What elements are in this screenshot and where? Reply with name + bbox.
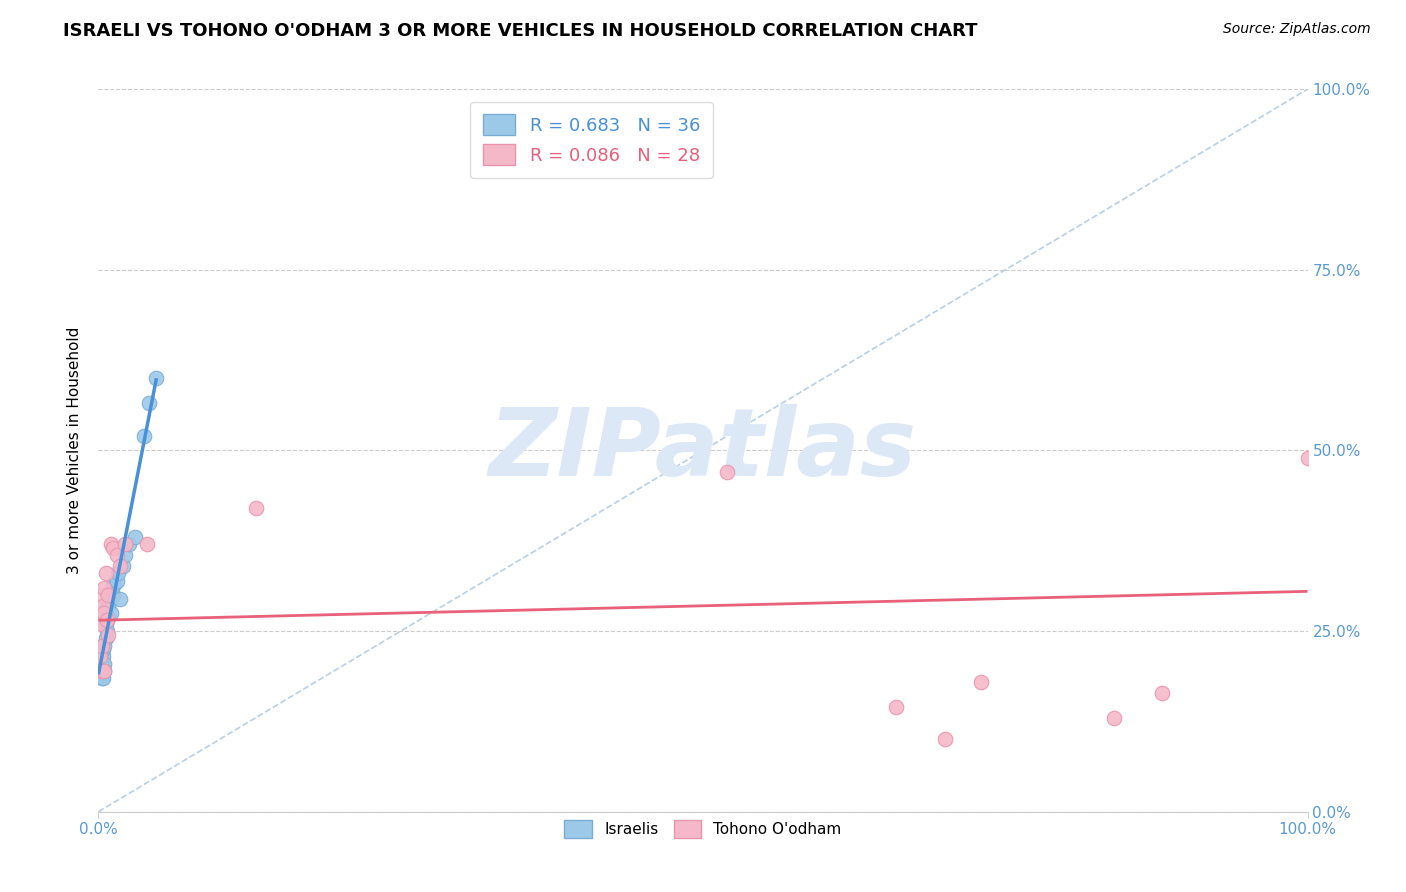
Point: [90, 664, 112, 678]
Point: [97, 599, 120, 613]
Point: [93, 639, 115, 653]
Point: [90, 657, 112, 671]
Point: [93, 664, 115, 678]
Point: [716, 465, 738, 479]
Point: [96, 624, 118, 639]
Point: [100, 537, 122, 551]
Point: [107, 566, 129, 581]
Point: [886, 700, 908, 714]
Text: ZIPatlas: ZIPatlas: [489, 404, 917, 497]
Point: [108, 559, 131, 574]
Point: [97, 628, 120, 642]
Point: [91, 599, 114, 613]
Point: [134, 429, 156, 443]
Point: [1152, 685, 1174, 699]
Point: [118, 537, 141, 551]
Point: [245, 501, 267, 516]
Point: [91, 646, 114, 660]
Point: [91, 660, 114, 674]
Point: [970, 674, 993, 689]
Point: [93, 664, 115, 678]
Point: [93, 581, 115, 595]
Point: [101, 588, 124, 602]
Point: [90, 664, 112, 678]
Point: [100, 581, 122, 595]
Point: [105, 574, 128, 588]
Point: [100, 588, 122, 602]
Point: [97, 588, 120, 602]
Y-axis label: 3 or more Vehicles in Household: 3 or more Vehicles in Household: [67, 326, 83, 574]
Point: [114, 548, 136, 562]
Point: [124, 530, 146, 544]
Point: [135, 537, 157, 551]
Point: [101, 541, 124, 555]
Point: [111, 559, 134, 574]
Point: [91, 616, 114, 631]
Point: [89, 649, 111, 664]
Point: [1102, 711, 1125, 725]
Point: [91, 588, 114, 602]
Point: [100, 606, 122, 620]
Point: [91, 671, 114, 685]
Point: [91, 639, 114, 653]
Point: [108, 591, 131, 606]
Point: [93, 606, 115, 620]
Point: [98, 595, 121, 609]
Point: [94, 632, 117, 646]
Point: [91, 671, 114, 685]
Point: [138, 396, 160, 410]
Point: [97, 609, 120, 624]
Point: [145, 371, 167, 385]
Point: [91, 653, 114, 667]
Point: [91, 649, 114, 664]
Point: [96, 613, 118, 627]
Text: Source: ZipAtlas.com: Source: ZipAtlas.com: [1223, 22, 1371, 37]
Point: [103, 577, 125, 591]
Point: [90, 606, 112, 620]
Point: [114, 537, 136, 551]
Legend: Israelis, Tohono O'odham: Israelis, Tohono O'odham: [558, 814, 848, 844]
Point: [96, 613, 118, 627]
Point: [1296, 450, 1319, 465]
Point: [91, 642, 114, 657]
Point: [94, 602, 117, 616]
Point: [934, 732, 956, 747]
Point: [93, 657, 115, 671]
Point: [94, 566, 117, 581]
Point: [105, 548, 128, 562]
Text: ISRAELI VS TOHONO O'ODHAM 3 OR MORE VEHICLES IN HOUSEHOLD CORRELATION CHART: ISRAELI VS TOHONO O'ODHAM 3 OR MORE VEHI…: [63, 22, 977, 40]
Point: [94, 616, 117, 631]
Point: [90, 649, 112, 664]
